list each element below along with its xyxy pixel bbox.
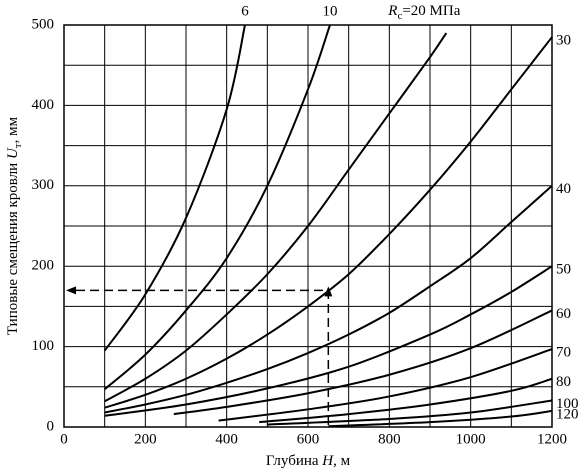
example-line — [70, 289, 330, 425]
curve-label-unit: МПа — [426, 3, 461, 19]
x-tick-label: 600 — [297, 431, 320, 447]
y-tick-label: 500 — [32, 16, 55, 32]
curve-label: 10 — [322, 3, 337, 19]
arrow-head — [66, 286, 76, 295]
x-tick-label: 200 — [134, 431, 157, 447]
curve-label-symbol: R — [387, 3, 397, 19]
curve-label-relation: = — [402, 3, 410, 19]
curve-label: 6 — [241, 3, 249, 19]
x-axis-label: Глубина H, м — [266, 453, 351, 469]
y-axis-label: Типовые смещения кровли Uт, мм — [5, 116, 23, 335]
curve — [328, 409, 553, 428]
curve — [103, 24, 246, 352]
y-tick-label: 300 — [32, 177, 55, 193]
y-tick-label: 200 — [32, 258, 55, 274]
x-tick-label: 0 — [60, 431, 68, 447]
curve-label: 120 — [556, 406, 579, 422]
x-tick-label: 800 — [378, 431, 401, 447]
plot-frame — [63, 24, 553, 428]
curve-label: 80 — [556, 374, 571, 390]
curve-label: 50 — [556, 262, 571, 278]
y-label-unit: , мм — [5, 116, 21, 143]
curve — [104, 36, 553, 409]
arrow-head — [324, 286, 333, 297]
y-label-text: Типовые смещения кровли — [5, 159, 21, 335]
curve — [259, 377, 553, 424]
curve-label: 70 — [556, 344, 571, 360]
x-tick-label: 1000 — [456, 431, 486, 447]
x-label-symbol: H — [321, 453, 334, 469]
y-tick-label: 0 — [47, 418, 55, 434]
curve-label-value: 20 — [411, 3, 426, 19]
curve — [218, 348, 553, 422]
curve-label: 40 — [556, 181, 571, 197]
curve-label: 30 — [556, 32, 571, 48]
x-tick-label: 400 — [215, 431, 238, 447]
y-tick-label: 100 — [32, 338, 55, 354]
x-label-unit: , м — [333, 453, 351, 469]
y-label-subscript: т — [12, 143, 24, 148]
curve — [104, 24, 331, 390]
curve — [267, 399, 553, 426]
curve — [104, 265, 553, 417]
curve — [173, 309, 553, 416]
curve-label: Rс=20 МПа — [387, 3, 460, 21]
curve — [104, 32, 448, 403]
y-tick-label: 400 — [32, 97, 55, 113]
x-tick-label: 1200 — [537, 431, 567, 447]
curve — [104, 185, 553, 414]
curve-label-subscript: с — [397, 10, 402, 22]
y-label-symbol: U — [5, 147, 21, 159]
curve-label: 60 — [556, 306, 571, 322]
x-label-text: Глубина — [266, 453, 322, 469]
curve-label: 100 — [556, 396, 579, 412]
